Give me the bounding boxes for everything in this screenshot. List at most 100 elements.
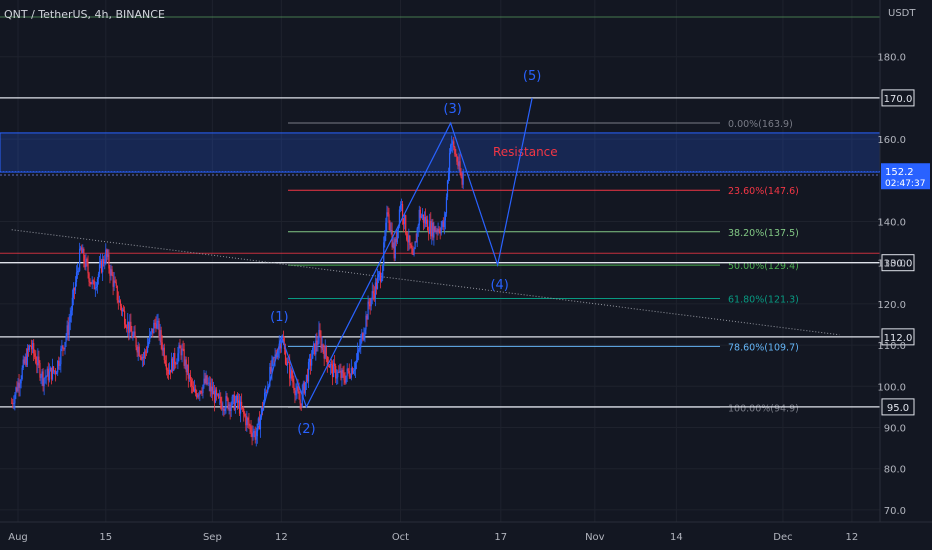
candle-body xyxy=(459,161,461,173)
candle-body xyxy=(337,371,339,378)
candle-body xyxy=(307,361,310,382)
candle-body xyxy=(111,269,113,276)
grid-lines xyxy=(0,0,880,522)
candle-body xyxy=(295,390,297,396)
candle-body xyxy=(72,287,74,298)
candle-body xyxy=(144,351,147,353)
candle-body xyxy=(188,375,190,379)
candle-body xyxy=(84,261,86,268)
key-level-badge xyxy=(881,254,915,272)
candle-body xyxy=(457,161,459,167)
candle-body xyxy=(142,356,144,359)
candle-body xyxy=(186,364,188,373)
candle-body xyxy=(401,204,404,219)
candle-body xyxy=(62,345,64,349)
candle-body xyxy=(347,368,349,372)
candle-body xyxy=(190,379,193,386)
candle-body xyxy=(367,301,369,320)
current-price-badge xyxy=(881,163,930,190)
candle-body xyxy=(446,180,449,197)
candle-body xyxy=(182,348,184,350)
candle-body xyxy=(191,385,194,387)
candle-body xyxy=(154,322,156,324)
candle-body xyxy=(134,331,136,338)
candle-body xyxy=(181,348,183,356)
key-level-value: 130.0 xyxy=(884,259,913,270)
candle-body xyxy=(409,235,411,246)
price-tick-label: 180.0 xyxy=(877,53,906,64)
candle-body xyxy=(421,214,424,217)
candle-body xyxy=(202,385,204,393)
candle-body xyxy=(377,274,380,278)
candle-body xyxy=(366,315,368,320)
candle-body xyxy=(417,225,419,229)
fib-level-label: 50.00%(129.4) xyxy=(728,261,799,272)
candle-body xyxy=(390,229,392,231)
candle-body xyxy=(458,161,460,167)
candle-body xyxy=(200,390,202,393)
candle-body xyxy=(157,320,159,322)
candle-body xyxy=(447,173,450,181)
key-level-badge xyxy=(881,398,915,416)
candle-body xyxy=(104,262,106,264)
candle-body xyxy=(110,269,112,276)
candle-body xyxy=(151,328,153,333)
candle-body xyxy=(76,270,79,273)
candle-body xyxy=(403,218,405,225)
candle-body xyxy=(67,325,69,335)
candle-body xyxy=(342,369,344,374)
candle-body xyxy=(260,407,263,418)
key-level-value: 95.0 xyxy=(887,403,909,414)
candle-body xyxy=(395,238,397,243)
candle-body xyxy=(462,171,464,185)
candle-body xyxy=(101,260,103,273)
candle-body xyxy=(89,281,91,283)
candle-body xyxy=(43,378,45,387)
candle-body xyxy=(82,248,84,253)
trendline xyxy=(11,229,840,336)
candle-body xyxy=(37,356,39,366)
candle-body xyxy=(225,396,227,410)
candle-body xyxy=(194,388,196,392)
candle-body xyxy=(302,382,304,391)
candle-body xyxy=(298,391,300,400)
candle-body xyxy=(400,204,403,206)
candle-body xyxy=(175,364,177,365)
candle-body xyxy=(430,221,432,237)
resistance-zone: Resistance xyxy=(0,132,881,254)
candle-body xyxy=(399,205,402,210)
candle-body xyxy=(208,382,210,384)
candle-body xyxy=(357,351,359,361)
key-level-badge xyxy=(881,89,915,107)
candle-body xyxy=(203,378,205,386)
candle-body xyxy=(198,394,200,396)
candle-body xyxy=(119,300,122,306)
candle-body xyxy=(248,420,250,426)
price-tick-label: 80.0 xyxy=(884,465,906,476)
candle-body xyxy=(297,386,299,392)
fibonacci-retracement: 0.00%(163.9) 23.60%(147.6) 38.20%(137.5) 50… xyxy=(288,119,799,414)
time-tick-label: 17 xyxy=(494,532,507,543)
candle-body xyxy=(55,370,57,375)
time-tick-label: Dec xyxy=(773,532,792,543)
candle-body xyxy=(71,297,73,311)
candle-body xyxy=(279,343,281,349)
candle-body xyxy=(218,394,220,398)
candle-body xyxy=(360,339,362,348)
candle-body xyxy=(313,343,315,348)
candle-body xyxy=(28,345,31,350)
candle-body xyxy=(376,277,379,289)
candle-body xyxy=(116,285,118,301)
candle-body xyxy=(139,355,141,358)
time-tick-label: 12 xyxy=(275,532,288,543)
candle-body xyxy=(24,356,26,364)
candle-body xyxy=(321,344,323,349)
resistance-band xyxy=(0,132,881,173)
candle-body xyxy=(229,404,231,411)
candle-body xyxy=(133,331,135,335)
candle-body xyxy=(397,226,399,230)
candle-body xyxy=(418,209,420,226)
candle-body xyxy=(85,259,87,268)
candle-body xyxy=(287,361,289,365)
